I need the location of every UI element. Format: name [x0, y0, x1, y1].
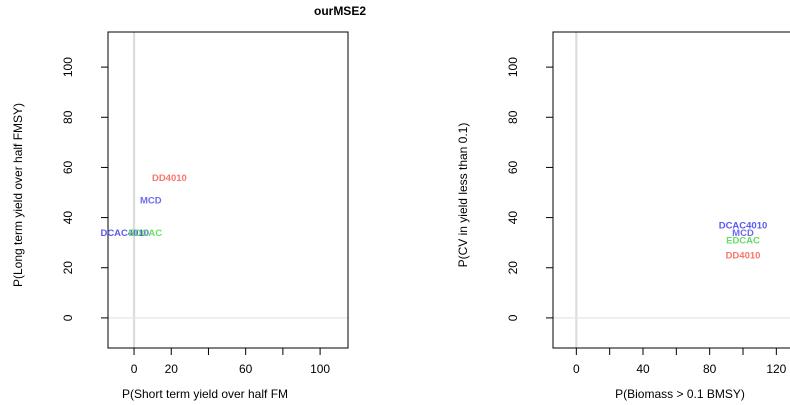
data-point-label: MCD [732, 228, 754, 239]
x-tick-label: 0 [131, 362, 138, 376]
y-tick-label: 60 [506, 160, 520, 174]
data-point-label: MCD [140, 196, 162, 207]
figure-title: ourMSE2 [314, 4, 366, 18]
data-point-label: DCAC4010 [100, 228, 149, 239]
x-tick-label: 100 [310, 362, 330, 376]
y-tick-label: 20 [506, 261, 520, 275]
x-tick-label: 20 [165, 362, 179, 376]
data-point-label: EDCAC [726, 236, 760, 247]
y-tick-label: 40 [61, 211, 75, 225]
panel-left-plot: 0 20 40 60 80 100 0 20 60 100 P(Short term yield o… [11, 31, 349, 401]
data-point-label: EDCAC [128, 228, 162, 239]
x-tick-label: 0 [573, 362, 580, 376]
y-tick-label: 20 [61, 261, 75, 275]
x-tick-label: 120 [766, 362, 786, 376]
panel-right-plot: 0 20 40 60 80 100 0 40 80 120 P(Biomass > 0.1 BMSY… [456, 31, 790, 401]
x-axis-label: P(Short term yield over half FM [122, 387, 288, 401]
y-tick-label: 100 [61, 57, 75, 77]
x-tick-label: 40 [636, 362, 650, 376]
plot-frame [107, 31, 349, 349]
x-tick-label: 60 [239, 362, 253, 376]
y-tick-label: 100 [506, 57, 520, 77]
x-axis-label: P(Biomass > 0.1 BMSY) [615, 387, 745, 401]
plot-frame [552, 31, 790, 349]
y-axis-label: P(Long term yield over half FMSY) [11, 103, 25, 287]
y-tick-label: 80 [506, 110, 520, 124]
data-point-label: DD4010 [152, 173, 187, 184]
y-tick-label: 80 [61, 110, 75, 124]
y-tick-label: 0 [506, 314, 520, 321]
data-point-label: DCAC4010 [719, 221, 768, 232]
x-tick-label: 80 [703, 362, 717, 376]
data-point-label: DD4010 [726, 251, 761, 262]
y-axis-label: P(CV in yield less than 0.1) [456, 123, 470, 268]
y-tick-label: 40 [506, 211, 520, 225]
y-tick-label: 0 [61, 314, 75, 321]
y-tick-label: 60 [61, 160, 75, 174]
